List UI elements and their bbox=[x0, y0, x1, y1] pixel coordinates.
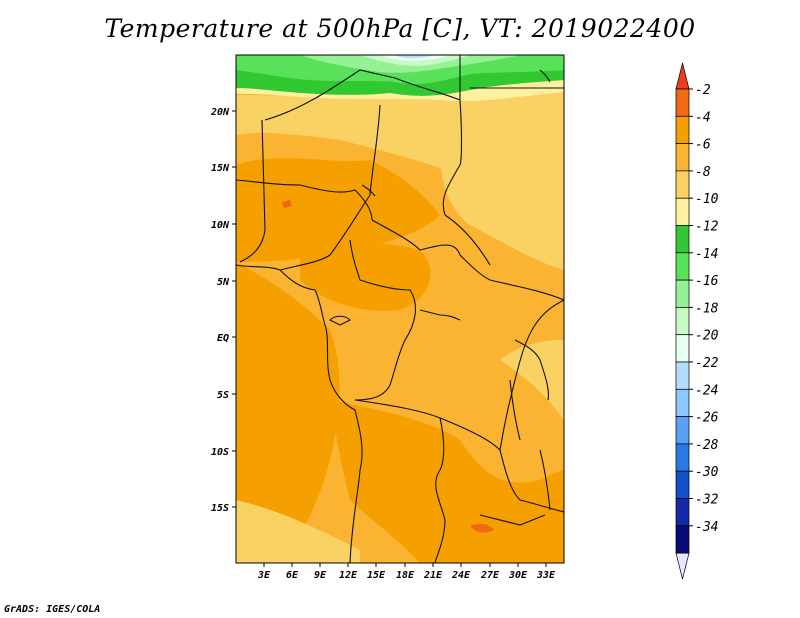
colorbar: -2 -4 -6 -8 -10 -12 -14 -16 -18 -20 -22 -24 -26 -28 -3… bbox=[675, 62, 719, 580]
field-band-22to24 bbox=[395, 55, 435, 58]
colorbar-label: -6 bbox=[695, 138, 711, 153]
colorbar-label: -10 bbox=[695, 192, 719, 207]
field-band-20to22 bbox=[380, 55, 450, 61]
coastline-atlantic bbox=[236, 264, 363, 563]
border-car-east bbox=[444, 214, 491, 266]
colorbar-swatch bbox=[675, 225, 690, 254]
border-niger-nigeria bbox=[236, 179, 373, 221]
border-red-sea bbox=[539, 69, 551, 83]
lon-label: 33E bbox=[536, 570, 556, 581]
credit-label: GrADS: IGES/COLA bbox=[4, 604, 101, 615]
lat-label: 10S bbox=[211, 447, 229, 458]
map-title: Temperature at 500hPa [C], VT: 201902240… bbox=[104, 14, 696, 43]
field-hot-spot bbox=[282, 200, 292, 208]
border-chad-sudan bbox=[442, 55, 463, 216]
field-cool-east bbox=[440, 150, 564, 270]
colorbar-swatch bbox=[675, 388, 690, 417]
border-congo bbox=[349, 239, 416, 401]
border-equatorial-guinea bbox=[329, 315, 351, 326]
lat-label: 5N bbox=[217, 277, 230, 288]
colorbar-swatch bbox=[675, 88, 690, 117]
lake-victoria-shore bbox=[514, 339, 549, 401]
lon-label: 27E bbox=[480, 570, 500, 581]
lat-label: 15S bbox=[211, 503, 229, 514]
colorbar-swatch bbox=[675, 416, 690, 445]
lon-label: 9E bbox=[314, 570, 327, 581]
colorbar-label: -24 bbox=[695, 383, 718, 398]
colorbar-swatch bbox=[675, 334, 690, 363]
colorbar-swatch bbox=[675, 470, 690, 499]
border-chad-west bbox=[279, 104, 381, 271]
colorbar-label: -34 bbox=[695, 520, 718, 535]
lon-label: 21E bbox=[423, 570, 443, 581]
border-west bbox=[239, 119, 266, 263]
lat-label: 20N bbox=[210, 107, 230, 118]
lon-label: 30E bbox=[508, 570, 528, 581]
border-zimbabwe bbox=[479, 514, 546, 526]
colorbar-label: -4 bbox=[695, 110, 711, 125]
temperature-field bbox=[236, 55, 564, 563]
colorbar-bottom-triangle bbox=[675, 552, 690, 580]
colorbar-swatch bbox=[675, 252, 690, 281]
colorbar-swatch bbox=[675, 115, 690, 144]
field-warm-gulf bbox=[236, 262, 340, 563]
latitude-axis: 20N 15N 10N 5N EQ 5S 10S 15S bbox=[210, 107, 236, 514]
lon-label: 3E bbox=[257, 570, 271, 581]
colorbar-label: -30 bbox=[695, 465, 719, 480]
lat-label: 10N bbox=[211, 220, 230, 231]
colorbar-top-triangle bbox=[675, 62, 690, 90]
border-north bbox=[264, 69, 461, 121]
boundary-lines bbox=[236, 55, 564, 563]
border-zambia bbox=[439, 417, 564, 513]
colorbar-swatch bbox=[675, 307, 690, 336]
lake-chad bbox=[361, 184, 376, 197]
colorbar-swatch bbox=[675, 170, 690, 199]
lon-label: 12E bbox=[339, 570, 358, 581]
colorbar-label: -2 bbox=[695, 83, 711, 98]
border-angola-east bbox=[354, 399, 446, 563]
colorbar-label: -16 bbox=[695, 274, 719, 289]
colorbar-swatch bbox=[675, 197, 690, 226]
colorbar-label: -26 bbox=[695, 411, 719, 426]
colorbar-label: -18 bbox=[695, 301, 719, 316]
colorbar-label: -20 bbox=[695, 329, 719, 344]
lake-tanganyika bbox=[509, 379, 521, 441]
colorbar-label: -32 bbox=[695, 493, 719, 508]
field-hot-spot-south bbox=[470, 523, 494, 533]
colorbar-swatch bbox=[675, 143, 690, 172]
lat-label: 5S bbox=[217, 390, 229, 401]
colorbar-label: -14 bbox=[695, 247, 718, 262]
map-frame bbox=[235, 54, 565, 564]
colorbar-swatch bbox=[675, 498, 690, 527]
longitude-axis: 3E 6E 9E 12E 15E 18E 21E 24E 27E 30E 33E bbox=[257, 563, 556, 581]
lat-label: EQ bbox=[217, 333, 229, 344]
colorbar-label: -28 bbox=[695, 438, 719, 453]
lon-label: 24E bbox=[451, 570, 471, 581]
lat-label: 15N bbox=[211, 163, 230, 174]
colorbar-label: -8 bbox=[695, 165, 711, 180]
colorbar-swatch bbox=[675, 525, 690, 554]
border-car-south bbox=[371, 219, 564, 301]
colorbar-swatch bbox=[675, 361, 690, 390]
lake-malawi bbox=[539, 449, 551, 511]
field-warm-south bbox=[330, 400, 564, 563]
lon-label: 18E bbox=[396, 570, 415, 581]
colorbar-label: -12 bbox=[695, 220, 719, 235]
colorbar-swatch bbox=[675, 443, 690, 472]
field-cool-north bbox=[236, 85, 564, 185]
lon-label: 15E bbox=[367, 570, 386, 581]
colorbar-swatch bbox=[675, 279, 690, 308]
field-warm-central bbox=[300, 242, 431, 311]
lon-label: 6E bbox=[286, 570, 299, 581]
border-great-lakes bbox=[499, 299, 564, 451]
field-cool-southwest bbox=[236, 500, 360, 563]
colorbar-label: -22 bbox=[695, 356, 719, 371]
river-congo bbox=[419, 309, 461, 321]
